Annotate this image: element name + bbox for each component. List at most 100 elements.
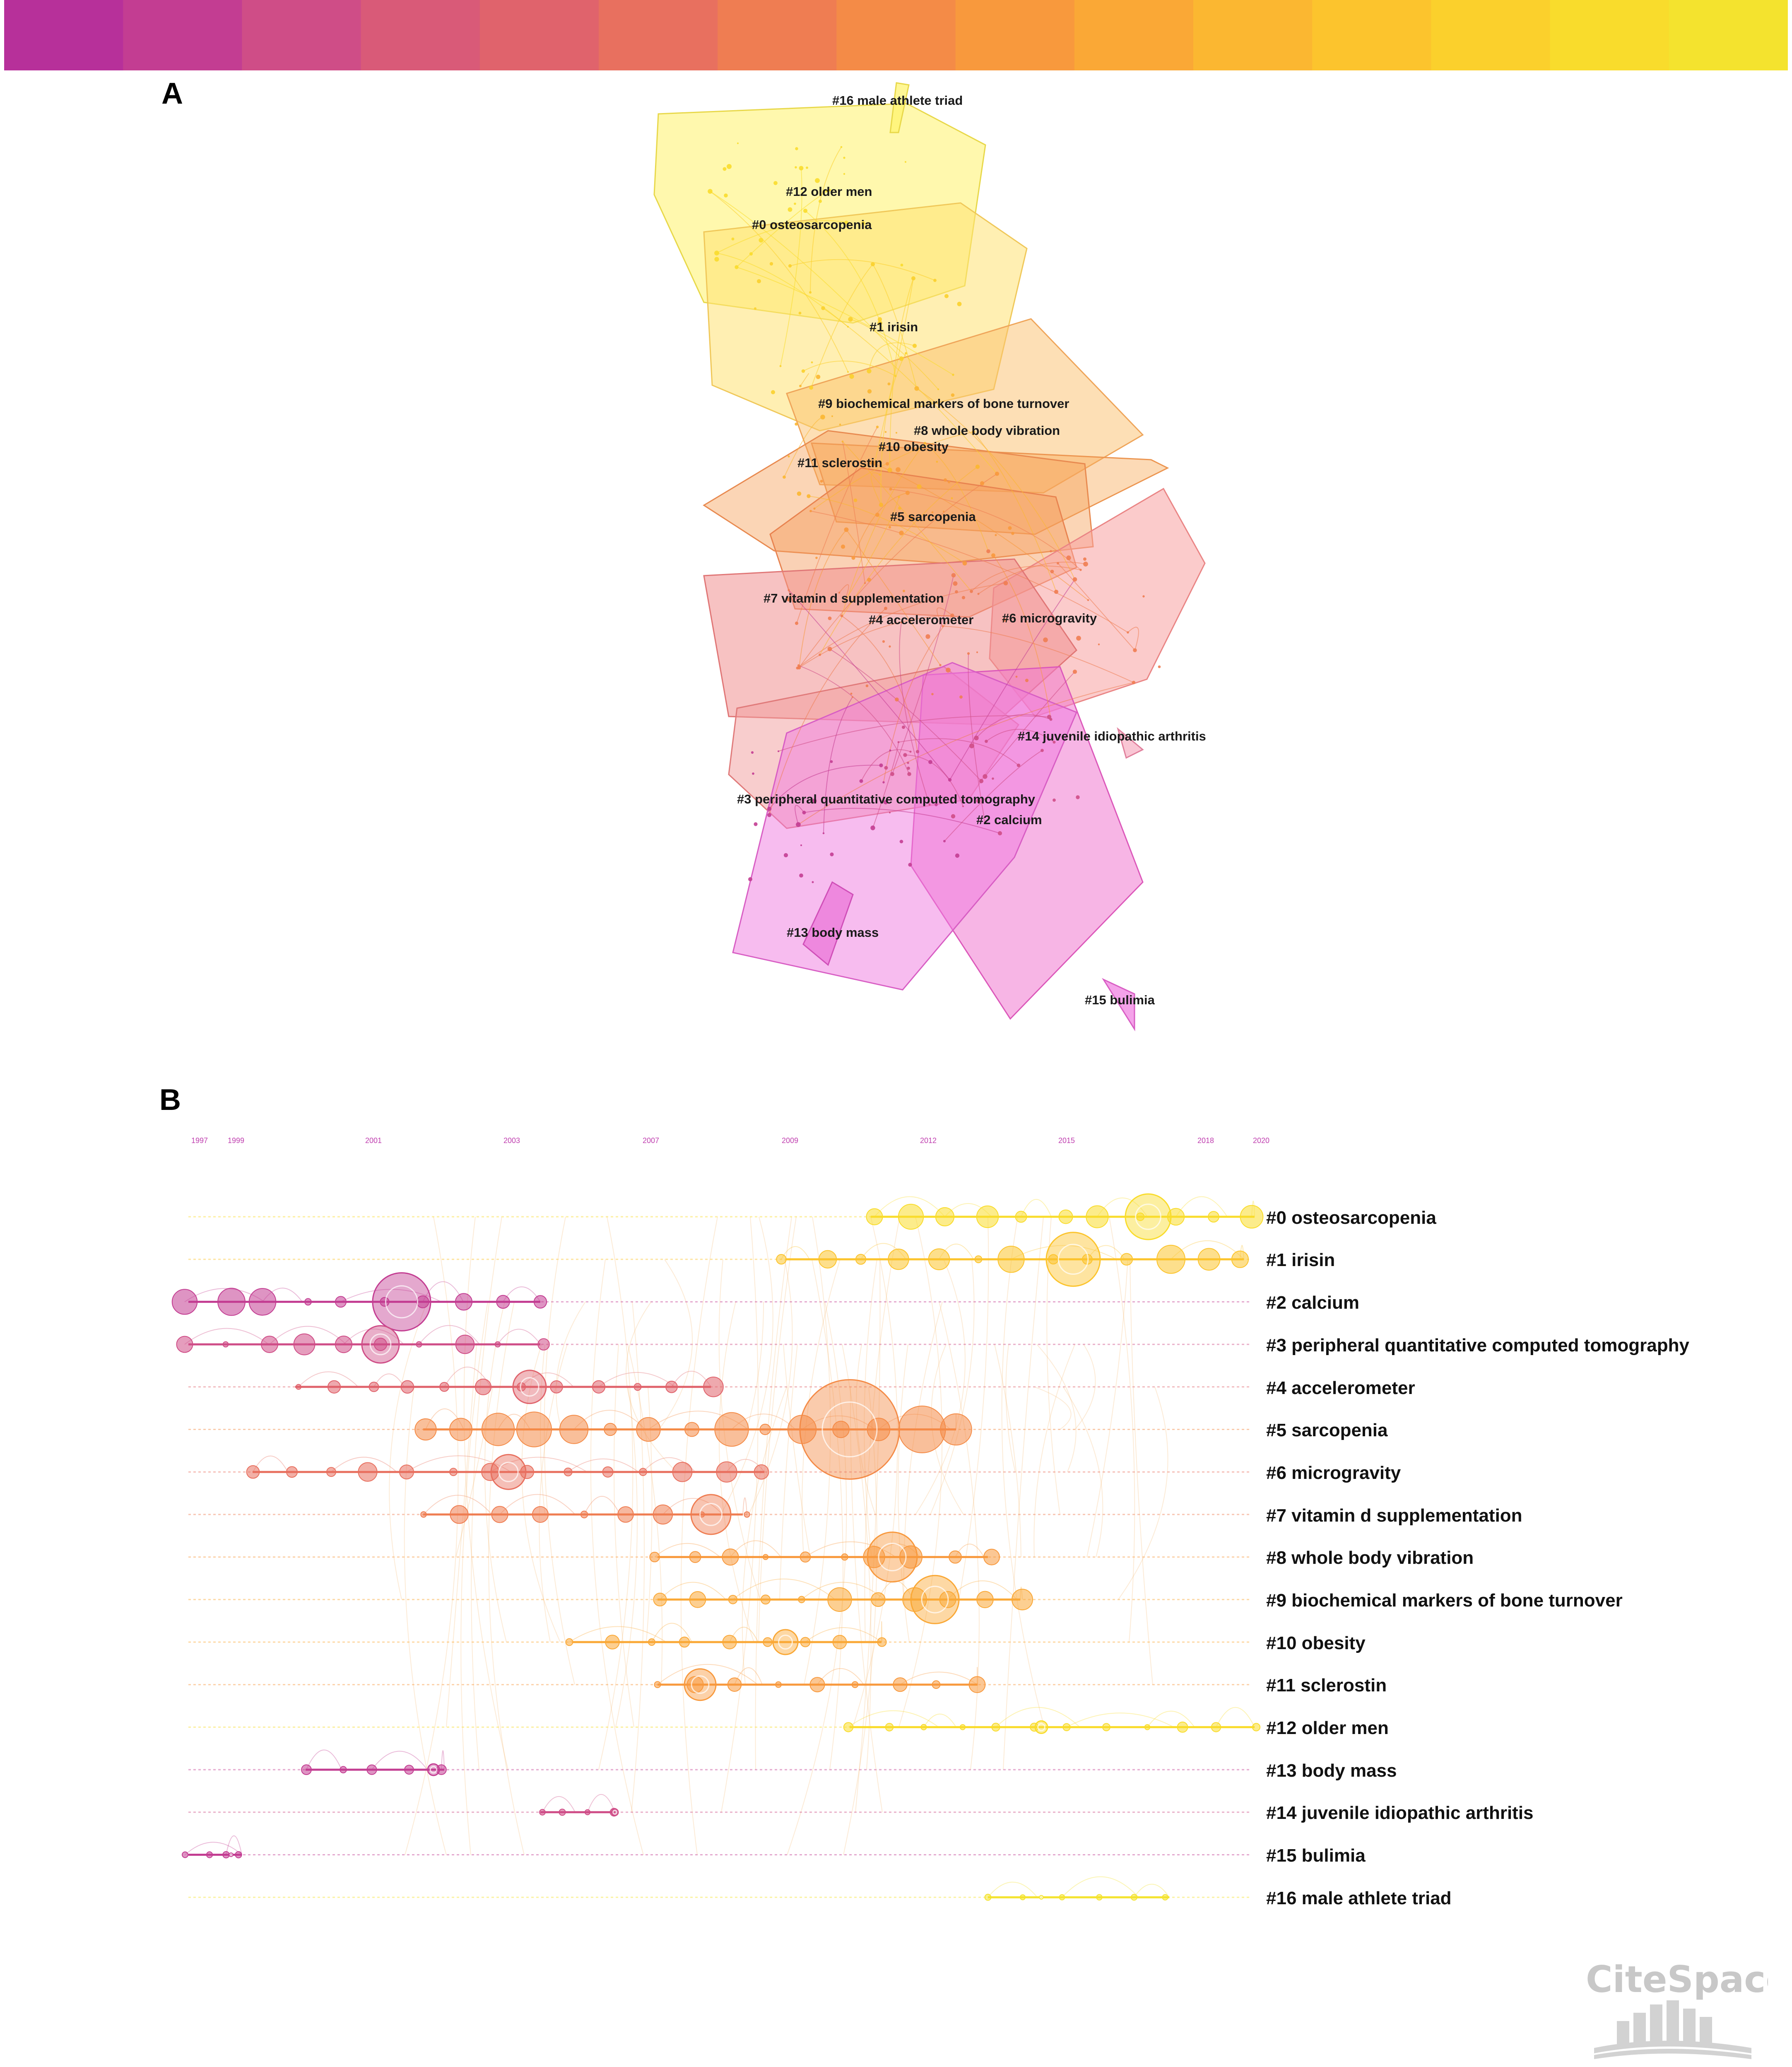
network-node: [853, 498, 857, 502]
network-node: [876, 425, 879, 429]
timeline-link: [331, 1457, 397, 1472]
timeline-hub-node: [361, 1325, 400, 1364]
network-node: [830, 760, 833, 763]
timeline-hub-node: [684, 1668, 717, 1701]
network-node: [829, 189, 831, 191]
timeline-cross-link: [658, 1259, 693, 1430]
timeline-node: [703, 1377, 724, 1397]
network-node: [799, 166, 804, 171]
network-node: [976, 651, 978, 654]
network-node: [1053, 798, 1056, 802]
timeline-node: [689, 1591, 706, 1608]
network-node: [971, 430, 975, 434]
network-node: [1087, 599, 1089, 601]
network-node: [843, 173, 845, 175]
network-node: [867, 389, 872, 394]
timeline-node: [920, 1724, 927, 1731]
network-edge: [799, 529, 847, 668]
network-edge: [890, 489, 1081, 570]
network-node: [803, 208, 808, 213]
timeline-hub-node: [372, 1272, 431, 1331]
timeline-link: [805, 1541, 896, 1558]
timeline-node: [997, 1246, 1025, 1273]
timeline-node: [898, 1406, 946, 1453]
network-node: [882, 640, 885, 643]
network-node: [1043, 637, 1048, 642]
timeline-cross-link: [615, 1387, 638, 1727]
network-node: [955, 590, 958, 593]
timeline-node: [335, 1296, 347, 1308]
timeline-node: [520, 1465, 534, 1479]
cluster-network-map: #16 male athlete triad #12 older men #0 …: [653, 82, 1206, 1032]
network-node: [838, 591, 841, 594]
timeline-link: [1066, 1712, 1174, 1728]
network-node: [850, 692, 853, 695]
network-nodes: [708, 142, 1161, 883]
network-edge: [823, 697, 853, 834]
timeline-node: [686, 1676, 704, 1693]
cluster-labels: #16 male athlete triad #12 older men #0 …: [737, 93, 1206, 1007]
timeline-cross-link: [446, 1344, 477, 1727]
network-node: [1050, 569, 1054, 574]
network-node: [841, 544, 845, 549]
year-color-scale-bar: [4, 0, 1788, 70]
timeline-hub-ring: [691, 1675, 710, 1694]
network-edge: [804, 808, 1000, 834]
timeline-cross-link: [1003, 1216, 1044, 1770]
network-node: [788, 207, 792, 212]
network-node: [839, 423, 841, 426]
timeline-node: [1015, 1211, 1027, 1223]
timeline-cross-link: [812, 1259, 843, 1770]
timeline-node: [763, 1637, 773, 1647]
network-node: [939, 664, 942, 666]
network-node: [820, 480, 823, 483]
timeline-node: [976, 1591, 994, 1609]
network-node: [783, 853, 788, 858]
timeline-node: [565, 1638, 573, 1646]
network-node: [1002, 618, 1007, 622]
network-node: [759, 238, 764, 243]
timeline-node: [1211, 1722, 1221, 1732]
map-label-obesity: #10 obesity: [879, 439, 949, 454]
network-edge: [795, 805, 804, 825]
network-node: [912, 343, 917, 348]
network-node: [809, 510, 812, 512]
network-node: [1049, 718, 1053, 721]
network-node: [1083, 557, 1086, 561]
timeline-node: [301, 1764, 312, 1775]
timeline-hub-node: [1034, 1720, 1048, 1734]
timeline-node: [648, 1638, 655, 1646]
timeline-hub-node: [867, 1532, 918, 1583]
network-edge: [899, 622, 930, 805]
timeline-cross-link: [787, 1301, 847, 1855]
network-node: [914, 386, 919, 391]
network-node: [900, 263, 903, 267]
network-node: [731, 237, 735, 241]
timeline-node: [1058, 1209, 1073, 1224]
year-tick: 2003: [503, 1136, 520, 1145]
network-node: [828, 616, 832, 620]
network-node: [799, 385, 802, 387]
timeline-node: [335, 1336, 353, 1353]
timeline-link: [373, 1373, 405, 1387]
network-edge: [839, 584, 849, 603]
network-node: [737, 142, 739, 144]
network-node: [844, 220, 848, 224]
timeline-node: [855, 1254, 867, 1265]
timeline-link: [587, 1794, 615, 1813]
timeline-cross-link: [556, 1301, 586, 1430]
timeline-node: [171, 1289, 198, 1315]
network-edge: [905, 755, 963, 807]
network-node: [795, 166, 797, 169]
network-node: [844, 527, 849, 532]
timeline-node: [416, 1341, 422, 1348]
network-node: [980, 481, 985, 486]
network-node: [752, 772, 754, 775]
timeline-node: [633, 1383, 642, 1391]
network-node: [840, 614, 843, 617]
timeline-link: [732, 1578, 836, 1600]
network-edge: [841, 443, 925, 616]
network-node: [1003, 581, 1008, 586]
network-node: [806, 166, 808, 169]
network-node: [794, 203, 796, 205]
